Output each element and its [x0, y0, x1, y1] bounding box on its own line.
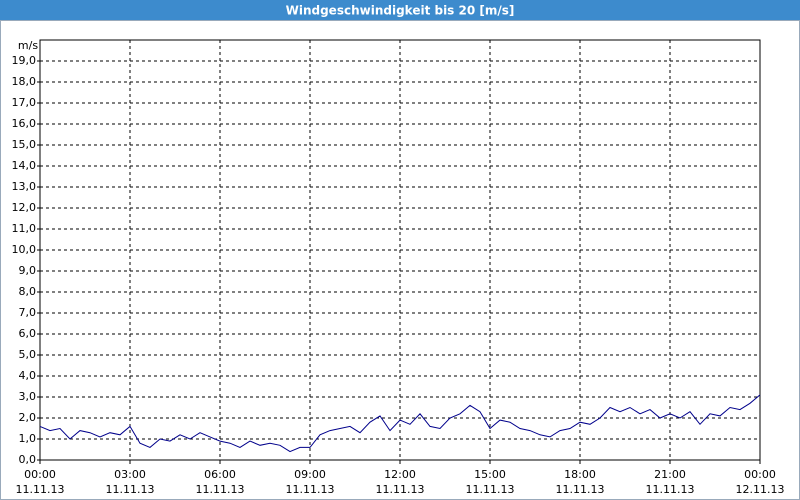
x-tick-label: 00:00	[24, 468, 56, 481]
y-tick-label: 1,0	[19, 432, 37, 445]
y-tick-label: 15,0	[12, 138, 37, 151]
x-tick-label: 06:00	[204, 468, 236, 481]
y-tick-label: 14,0	[12, 159, 37, 172]
x-tick-date: 11.11.13	[106, 483, 155, 496]
y-tick-label: 11,0	[12, 222, 37, 235]
x-tick-date: 11.11.13	[646, 483, 695, 496]
y-tick-label: 18,0	[12, 75, 37, 88]
y-tick-label: 12,0	[12, 201, 37, 214]
y-tick-label: 17,0	[12, 96, 37, 109]
x-tick-date: 11.11.13	[196, 483, 245, 496]
x-tick-label: 09:00	[294, 468, 326, 481]
x-tick-date: 11.11.13	[16, 483, 65, 496]
x-tick-label: 03:00	[114, 468, 146, 481]
x-tick-date: 11.11.13	[376, 483, 425, 496]
x-tick-label: 00:00	[744, 468, 776, 481]
x-tick-date: 11.11.13	[556, 483, 605, 496]
x-tick-label: 21:00	[654, 468, 686, 481]
y-tick-label: 8,0	[19, 285, 37, 298]
y-tick-label: 7,0	[19, 306, 37, 319]
y-tick-label: 16,0	[12, 117, 37, 130]
title-bar	[0, 0, 800, 20]
chart-title: Windgeschwindigkeit bis 20 [m/s]	[286, 4, 515, 18]
y-axis-label: m/s	[18, 39, 38, 52]
x-tick-label: 12:00	[384, 468, 416, 481]
plot-frame	[39, 39, 761, 461]
x-tick-date: 11.11.13	[466, 483, 515, 496]
y-tick-label: 3,0	[19, 390, 37, 403]
x-tick-date: 11.11.13	[286, 483, 335, 496]
y-tick-label: 5,0	[19, 348, 37, 361]
y-tick-label: 13,0	[12, 180, 37, 193]
y-tick-label: 4,0	[19, 369, 37, 382]
y-tick-label: 9,0	[19, 264, 37, 277]
y-tick-label: 0,0	[19, 453, 37, 466]
y-tick-label: 10,0	[12, 243, 37, 256]
x-tick-label: 18:00	[564, 468, 596, 481]
y-tick-label: 19,0	[12, 54, 37, 67]
y-tick-label: 6,0	[19, 327, 37, 340]
wind-line	[39, 394, 761, 453]
y-tick-label: 2,0	[19, 411, 37, 424]
x-tick-date: 12.11.13	[736, 483, 785, 496]
x-tick-label: 15:00	[474, 468, 506, 481]
window-frame	[0, 20, 800, 500]
